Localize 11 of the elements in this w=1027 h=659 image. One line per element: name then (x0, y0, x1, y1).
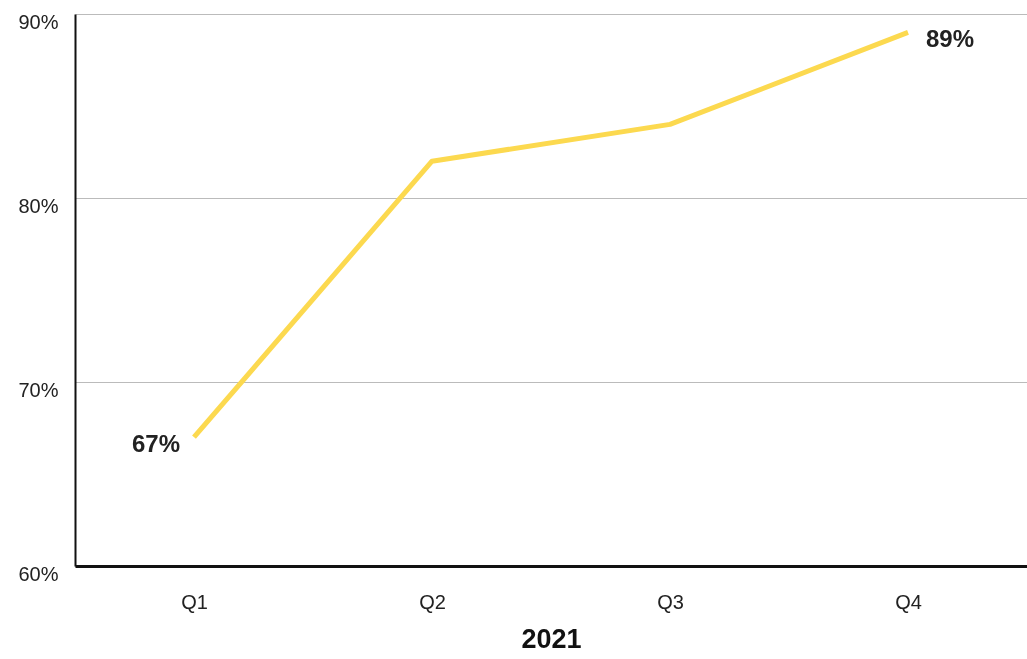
data-label: 67% (131, 430, 180, 458)
y-tick-label: 80% (18, 194, 59, 217)
x-tick-label: Q4 (895, 590, 922, 613)
x-tick-label: Q3 (657, 590, 684, 613)
y-tick-label: 60% (18, 562, 59, 585)
data-label: 89% (926, 25, 975, 53)
y-tick-label: 90% (18, 10, 59, 33)
x-axis-title: 2021 (521, 623, 582, 654)
x-tick-label: Q2 (419, 590, 446, 613)
x-tick-label: Q1 (181, 590, 208, 613)
y-tick-label: 70% (18, 378, 59, 401)
